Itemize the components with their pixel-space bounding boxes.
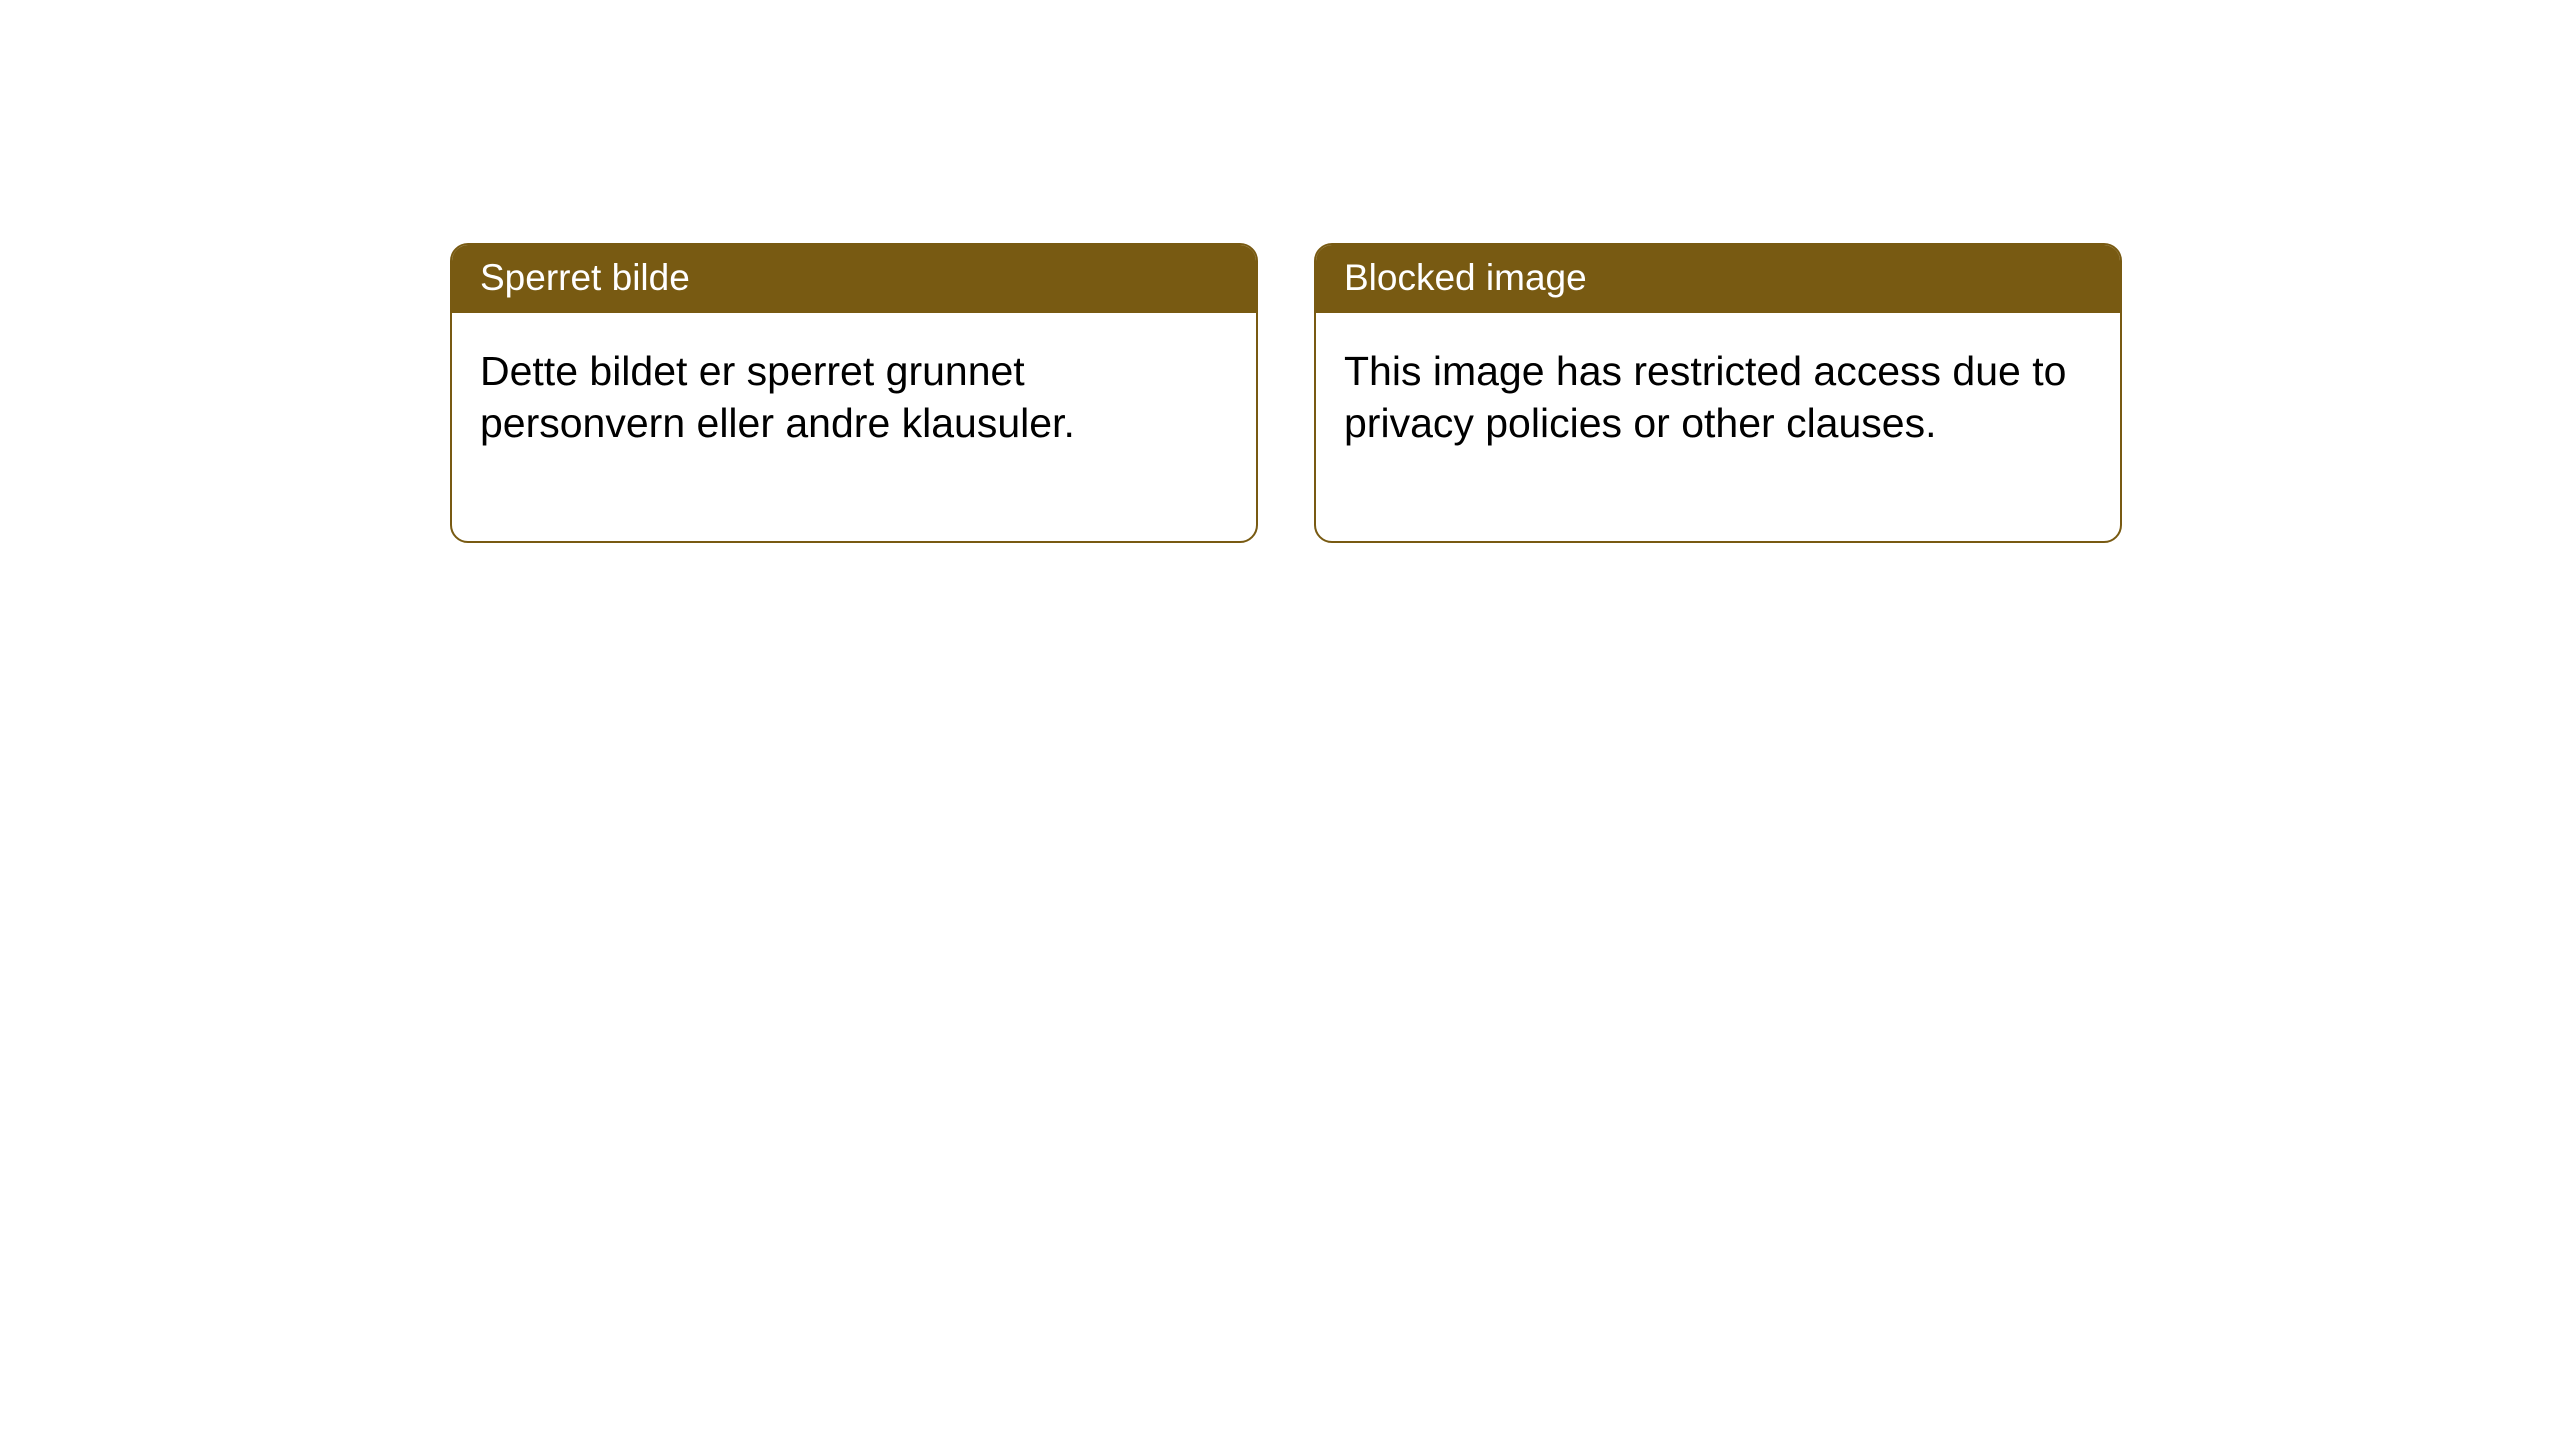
notice-header: Sperret bilde: [452, 245, 1256, 313]
notice-box-english: Blocked image This image has restricted …: [1314, 243, 2122, 543]
notice-header: Blocked image: [1316, 245, 2120, 313]
notice-body: This image has restricted access due to …: [1316, 313, 2120, 541]
notice-container: Sperret bilde Dette bildet er sperret gr…: [0, 0, 2560, 543]
notice-body: Dette bildet er sperret grunnet personve…: [452, 313, 1256, 541]
notice-box-norwegian: Sperret bilde Dette bildet er sperret gr…: [450, 243, 1258, 543]
